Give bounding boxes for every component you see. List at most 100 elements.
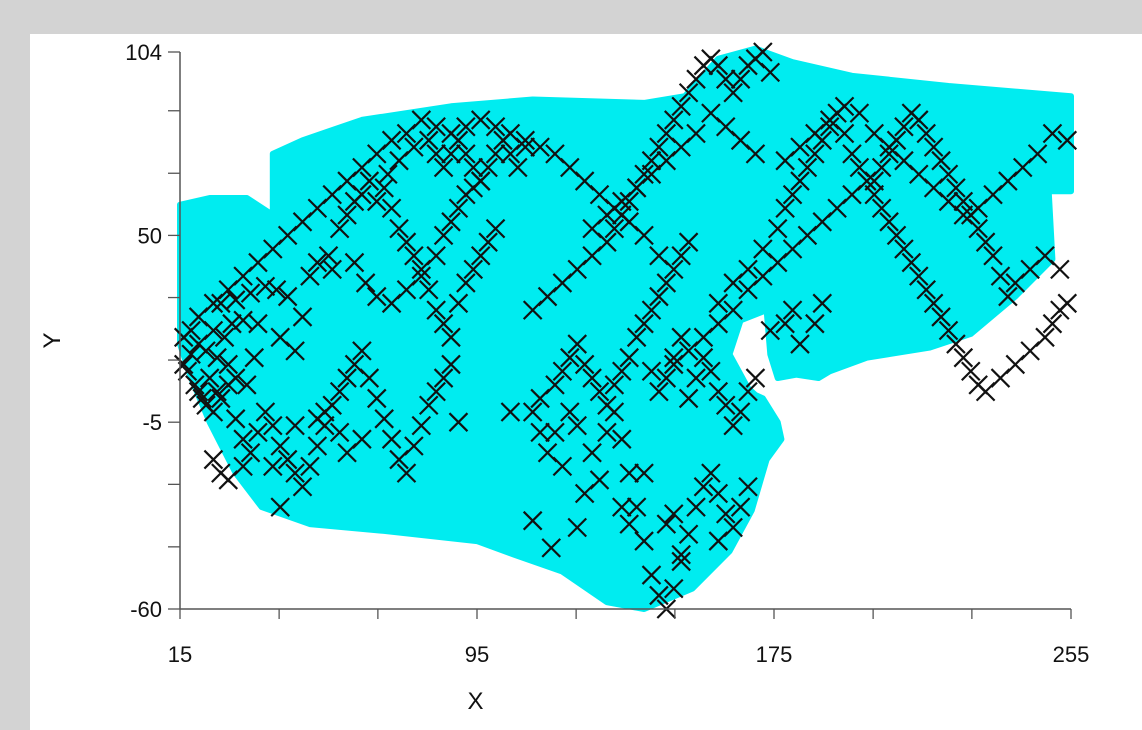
plot-panel: 15 95 175 255 104 50 -5 -60 X Y [30, 34, 1142, 730]
shaded-region [177, 45, 1074, 612]
data-point [463, 259, 484, 280]
data-point [582, 218, 602, 239]
data-point [337, 442, 357, 463]
data-point [441, 327, 461, 348]
data-point [545, 375, 565, 395]
data-point [946, 334, 966, 354]
data-point [344, 252, 365, 273]
data-point [315, 402, 335, 422]
data-point [233, 456, 253, 477]
data-point [207, 347, 227, 368]
data-point [196, 341, 216, 361]
data-point [366, 286, 387, 307]
data-point [663, 354, 684, 375]
data-point [708, 531, 729, 551]
data-point [318, 246, 339, 266]
data-point [211, 293, 231, 314]
data-point [1027, 144, 1048, 164]
data-point [678, 388, 699, 409]
data-point [214, 327, 235, 348]
data-point [426, 144, 446, 164]
data-point [782, 300, 803, 320]
data-point [352, 341, 372, 361]
data-point [389, 218, 409, 239]
data-point [849, 103, 870, 123]
data-point [730, 497, 751, 517]
data-point [663, 347, 684, 368]
data-point [805, 313, 825, 334]
y-tick-label: 104 [125, 40, 162, 65]
data-point [649, 381, 669, 402]
x-tick-label: 95 [465, 642, 489, 667]
data-point [760, 62, 781, 83]
data-point [708, 381, 729, 402]
data-point [656, 514, 677, 534]
data-point [612, 361, 632, 382]
data-point [366, 191, 387, 212]
data-point [404, 436, 424, 456]
data-point [381, 429, 402, 449]
data-point [634, 531, 654, 551]
data-point [225, 290, 246, 310]
data-point [418, 130, 439, 151]
data-point [960, 361, 981, 382]
data-point [263, 456, 283, 477]
data-point [886, 225, 907, 246]
data-point [634, 164, 654, 185]
data-point [378, 164, 398, 185]
data-point [426, 116, 446, 137]
data-point [686, 69, 706, 89]
data-point [738, 279, 758, 300]
data-point [225, 409, 246, 429]
data-point [277, 449, 298, 470]
data-point [307, 436, 328, 456]
data-point [671, 551, 691, 572]
data-point [715, 69, 736, 89]
data-point [775, 313, 795, 334]
data-point [983, 246, 1003, 266]
data-point [355, 273, 376, 293]
data-point [248, 422, 268, 443]
data-point [374, 409, 394, 429]
data-point [292, 476, 313, 497]
data-point [901, 252, 922, 273]
data-point [663, 504, 684, 524]
data-point [285, 463, 305, 483]
data-point [500, 123, 521, 144]
data-point [649, 286, 669, 307]
data-point [916, 123, 936, 144]
data-point [901, 103, 922, 123]
data-point [760, 320, 781, 341]
data-point [923, 137, 944, 157]
data-point [199, 368, 220, 388]
x-ticks: 15 95 175 255 [168, 609, 1089, 667]
data-point [708, 483, 729, 504]
data-point [730, 69, 751, 89]
data-point [300, 456, 320, 477]
data-point [456, 273, 476, 293]
data-point [663, 578, 684, 599]
data-point [649, 137, 669, 157]
data-point [448, 412, 469, 432]
data-point [871, 198, 892, 219]
data-point [567, 415, 588, 436]
data-point [953, 205, 974, 225]
data-point [329, 381, 350, 402]
data-point [1042, 313, 1063, 334]
data-point [470, 246, 491, 266]
data-point [426, 300, 446, 320]
data-point [641, 150, 662, 171]
data-point [552, 361, 573, 382]
data-point [619, 347, 639, 368]
data-point [530, 137, 550, 157]
data-point [797, 157, 818, 178]
data-point [879, 212, 899, 232]
data-point [448, 293, 469, 314]
data-point [359, 171, 380, 191]
data-point [470, 171, 491, 191]
data-point [411, 415, 432, 436]
data-point [604, 218, 625, 239]
data-point [998, 286, 1018, 307]
data-point [738, 476, 758, 497]
data-point [515, 130, 536, 151]
